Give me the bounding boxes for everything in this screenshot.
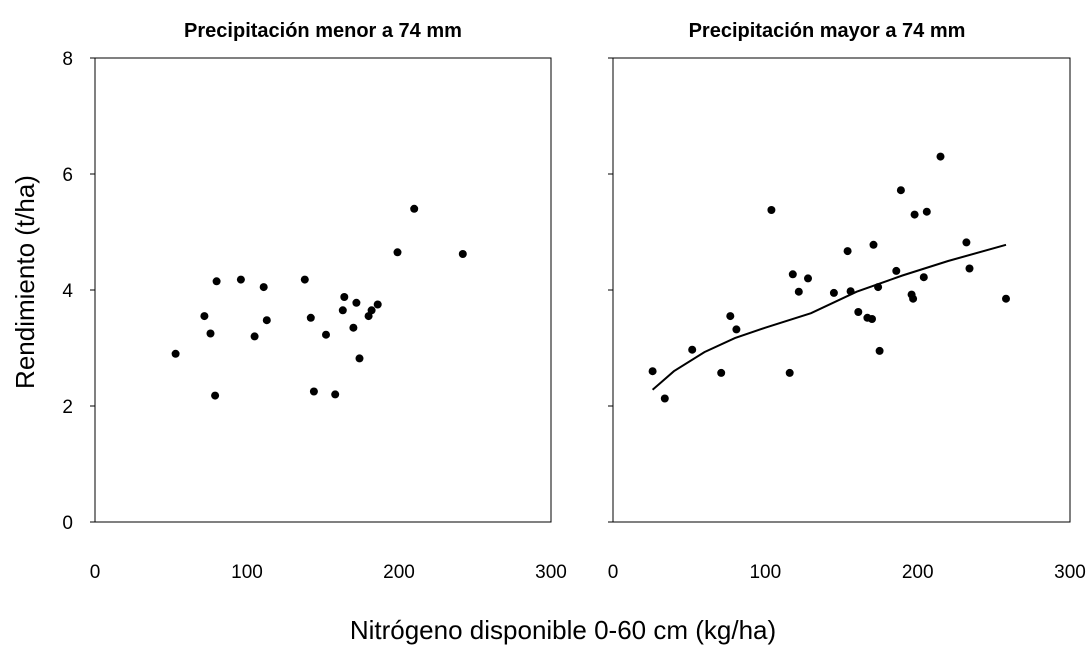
- x-axis-title: Nitrógeno disponible 0-60 cm (kg/ha): [350, 615, 776, 645]
- panel-right-plot-area: [612, 57, 1071, 523]
- panel-right-data-point: [869, 240, 878, 249]
- panel-left-data-point: [349, 323, 358, 332]
- panel-left-data-point: [309, 387, 318, 396]
- y-axis-title: Rendimiento (t/ha): [10, 175, 40, 389]
- panel-left-ytick-label: 4: [62, 281, 73, 302]
- panel-right-data-point: [892, 266, 901, 275]
- panel-left-data-point: [200, 312, 209, 321]
- panel-right-data-point: [868, 315, 876, 323]
- panel-right-data-point: [1002, 294, 1010, 303]
- panel-left-data-point: [393, 248, 402, 257]
- panel-right-data-point: [909, 294, 918, 303]
- panel-left-data-point: [211, 391, 220, 400]
- panel-left-ytick-label: 0: [62, 513, 73, 534]
- panel-left-title: Precipitación menor a 74 mm: [184, 20, 462, 42]
- panel-right-trend-line: [651, 243, 1007, 391]
- panel-left-data-point: [367, 306, 376, 315]
- panel-right-data-point: [785, 368, 794, 377]
- panel-left-plot-area: [94, 57, 552, 523]
- panel-left-xtick-label: 300: [535, 562, 567, 583]
- panel-left-data-point: [340, 293, 349, 301]
- panel-right-data-point: [732, 325, 741, 334]
- panel-right-data-point: [648, 367, 657, 376]
- panel-left: Precipitación menor a 74 mm 0 2 4 6 8 0 100 200…: [62, 20, 566, 583]
- panel-right-data-point: [854, 308, 863, 316]
- panel-right-data-point: [660, 394, 669, 403]
- panel-left-ytick-label: 8: [62, 49, 73, 70]
- panel-right-data-point: [922, 207, 931, 216]
- panel-left-points: [171, 204, 467, 400]
- panel-right-data-point: [896, 186, 905, 195]
- panel-left-xtick-label: 200: [383, 562, 415, 583]
- panel-left-data-point: [338, 306, 347, 315]
- panel-left-data-point: [458, 250, 467, 258]
- panel-left-xtick-label: 100: [231, 562, 263, 583]
- panel-right-data-point: [829, 288, 838, 297]
- panel-right-xtick-label: 200: [902, 562, 934, 583]
- panel-left-xtick-label: 0: [90, 562, 101, 583]
- panel-right-data-point: [788, 270, 797, 279]
- panel-right-xtick-label: 0: [608, 562, 619, 583]
- panel-right-data-point: [726, 312, 735, 321]
- panel-right-data-point: [688, 345, 697, 354]
- panel-left-data-point: [352, 298, 361, 307]
- panel-left-data-point: [373, 300, 382, 309]
- panel-right-data-point: [919, 273, 928, 282]
- panel-right: Precipitación mayor a 74 mm 0 100 200 300: [608, 20, 1086, 583]
- panel-right-data-point: [846, 287, 855, 296]
- panel-left-data-point: [250, 332, 259, 341]
- panel-left-data-point: [306, 313, 315, 322]
- panel-right-data-point: [962, 238, 971, 247]
- panel-right-xtick-label: 300: [1054, 562, 1086, 583]
- panel-right-data-point: [843, 247, 852, 256]
- panel-right-data-point: [936, 152, 945, 161]
- panel-left-data-point: [171, 349, 180, 358]
- panel-left-data-point: [331, 390, 340, 399]
- panel-right-data-point: [767, 206, 776, 214]
- panel-left-data-point: [322, 330, 330, 339]
- panel-right-title: Precipitación mayor a 74 mm: [689, 20, 966, 42]
- panel-right-data-point: [875, 346, 884, 355]
- panel-left-data-point: [212, 277, 221, 286]
- panel-left-data-point: [262, 316, 271, 325]
- panel-right-data-point: [794, 287, 803, 296]
- panel-left-data-point: [259, 283, 268, 292]
- panel-right-data-point: [965, 264, 974, 273]
- panel-left-ytick-label: 2: [62, 397, 73, 418]
- panel-left-data-point: [410, 204, 419, 213]
- panel-left-data-point: [206, 329, 215, 338]
- panel-right-data-point: [717, 368, 726, 377]
- panel-right-data-point: [910, 210, 919, 219]
- panel-right-data-point: [874, 283, 883, 292]
- panel-right-xtick-label: 100: [749, 562, 781, 583]
- panel-right-points: [648, 152, 1010, 403]
- panel-right-ticks: 0 100 200 300: [608, 57, 1086, 583]
- panel-left-ticks: 0 2 4 6 8 0 100 200 300: [62, 49, 566, 583]
- panel-right-data-point: [804, 274, 812, 283]
- panel-left-data-point: [300, 275, 309, 284]
- panel-left-data-point: [355, 354, 364, 363]
- panel-left-ytick-label: 6: [62, 165, 73, 186]
- panel-left-data-point: [236, 275, 245, 284]
